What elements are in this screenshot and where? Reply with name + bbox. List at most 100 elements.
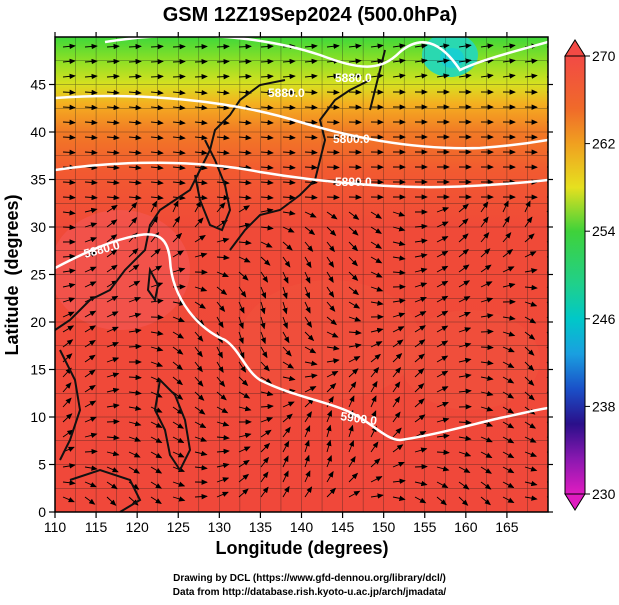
wind-arrow: [524, 391, 535, 401]
wind-arrow: [84, 369, 96, 378]
wind-arrow: [106, 134, 120, 141]
wind-arrow: [458, 466, 471, 473]
wind-arrow: [216, 448, 230, 455]
wind-arrow: [348, 424, 354, 438]
wind-arrow: [172, 376, 183, 386]
wind-arrow: [392, 326, 405, 333]
wind-arrow: [304, 179, 318, 186]
wind-arrow: [128, 149, 142, 156]
wind-arrow: [458, 481, 470, 490]
wind-arrow: [436, 466, 450, 472]
wind-arrow: [370, 493, 384, 499]
wind-arrow: [84, 43, 98, 50]
wind-arrow: [326, 241, 335, 253]
wind-arrow: [326, 383, 337, 393]
wind-arrow: [436, 295, 449, 303]
wind-arrow: [282, 455, 289, 468]
wind-arrow: [392, 43, 406, 49]
wind-arrow: [414, 73, 428, 79]
wind-arrow: [480, 73, 494, 79]
wind-arrow: [172, 73, 186, 80]
wind-arrow: [216, 149, 230, 156]
wind-arrow: [238, 376, 249, 387]
wind-arrow: [216, 316, 224, 329]
wind-arrow: [84, 207, 98, 214]
wind-arrow: [282, 89, 296, 96]
wind-arrow: [304, 373, 318, 379]
wind-arrow: [260, 301, 266, 315]
wind-arrow: [370, 211, 383, 219]
wind-arrow: [84, 194, 98, 201]
wind-arrow: [436, 280, 449, 288]
y-axis: 0 5 10 15 20 25 30 35 40 45: [30, 77, 553, 520]
wind-arrow: [304, 256, 312, 269]
x-tick-label: 135: [249, 519, 273, 535]
wind-arrow: [84, 237, 98, 243]
wind-arrow: [260, 241, 273, 248]
wind-arrow: [128, 436, 142, 442]
wind-arrow: [458, 311, 471, 318]
wind-arrow: [260, 271, 269, 283]
wind-arrow: [436, 417, 450, 423]
wind-arrow: [216, 376, 226, 387]
wind-arrow: [84, 465, 98, 471]
wind-arrow: [128, 343, 142, 350]
contour-label: 5900.0: [340, 409, 379, 428]
wind-arrow: [172, 104, 186, 111]
wind-arrow: [348, 440, 354, 453]
wind-arrow: [326, 358, 340, 364]
wind-arrow: [194, 361, 203, 373]
wind-arrow: [348, 381, 357, 393]
wind-arrow: [62, 496, 75, 503]
wind-arrow: [348, 472, 359, 483]
wind-arrow: [282, 426, 291, 438]
wind-arrow: [106, 234, 118, 243]
wind-arrow: [282, 58, 296, 65]
wind-arrow: [502, 282, 516, 289]
wind-arrow: [194, 286, 208, 292]
wind-arrow: [84, 448, 98, 455]
wind-arrow: [480, 451, 493, 458]
wind-arrow: [524, 251, 537, 258]
wind-arrow: [326, 301, 336, 312]
wind-arrow: [106, 164, 120, 171]
x-axis: 110 115 120 125 130 135 140 145 150 155 160 165: [44, 32, 519, 535]
wind-arrow: [326, 286, 335, 298]
credit-drawing: Drawing by DCL (https://www.gfd-dennou.o…: [173, 573, 446, 584]
wind-arrow: [458, 233, 469, 243]
wind-arrow: [62, 382, 72, 393]
colorbar-bottom-triangle: [564, 493, 586, 511]
wind-streamlines: [62, 43, 548, 506]
wind-arrow: [370, 380, 378, 393]
wind-arrow: [150, 466, 163, 474]
wind-arrow: [414, 368, 425, 378]
wind-arrow: [84, 266, 97, 273]
wind-arrow: [238, 331, 244, 345]
wind-arrow: [282, 301, 288, 315]
wind-arrow: [84, 134, 98, 141]
wind-arrow: [502, 200, 509, 213]
wind-arrow: [84, 104, 98, 111]
wind-arrow: [392, 366, 402, 378]
wind-arrow: [238, 361, 247, 373]
y-tick-label: 25: [30, 267, 46, 283]
y-tick-label: 15: [30, 362, 46, 378]
contour-label: 5800.0: [333, 132, 370, 146]
wind-arrow: [128, 328, 142, 334]
wind-arrow: [150, 481, 162, 489]
wind-arrow: [62, 268, 76, 274]
wind-arrow: [238, 119, 252, 126]
wind-arrow: [216, 477, 230, 483]
wind-arrow: [458, 357, 472, 364]
colorbar-tick-label: 254: [592, 223, 616, 239]
wind-arrow: [458, 280, 471, 288]
wind-arrow: [282, 470, 289, 483]
wind-arrow: [392, 444, 404, 453]
wind-arrow: [106, 264, 118, 273]
wind-arrow: [238, 179, 252, 186]
wind-arrow: [216, 134, 230, 141]
wind-arrow: [436, 402, 449, 408]
wind-arrow: [348, 490, 361, 498]
wind-arrow: [502, 73, 516, 79]
wind-arrow: [260, 58, 274, 65]
